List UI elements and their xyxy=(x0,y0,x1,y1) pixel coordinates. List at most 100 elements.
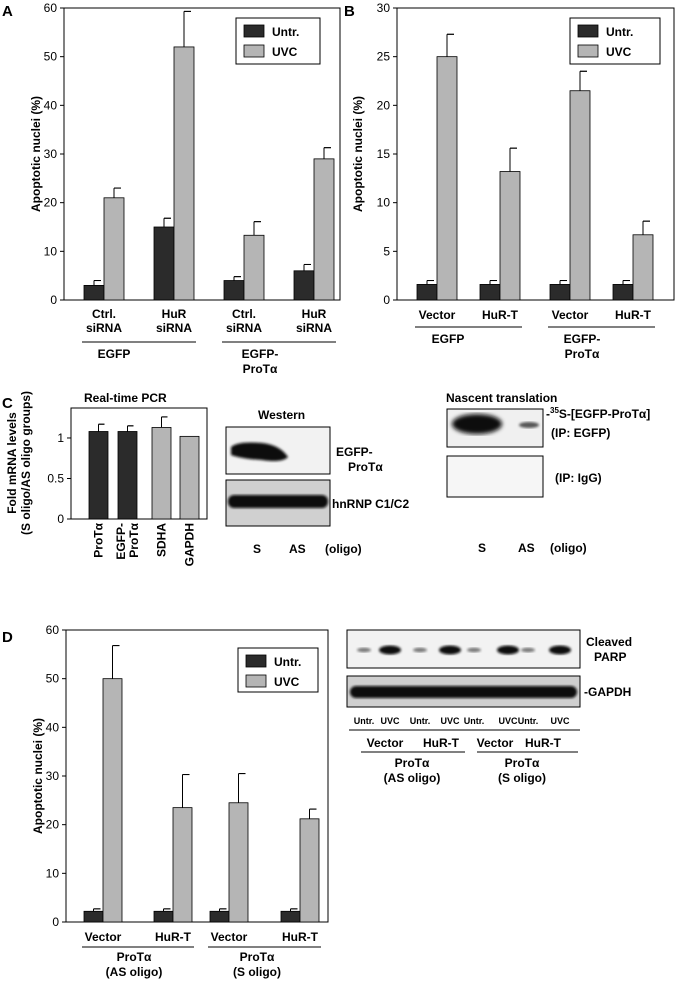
parp-lane-label: UVC xyxy=(380,716,400,726)
x-category-label: EGFP- xyxy=(114,523,128,560)
nascent-band-label-1: -35S-[EGFP-ProTα] xyxy=(546,406,650,421)
bar-value xyxy=(151,427,172,520)
y-tick-label: 10 xyxy=(44,244,58,258)
group-label: ProTα xyxy=(240,950,275,964)
y-tick-label: 40 xyxy=(46,720,60,734)
y-tick-label: 20 xyxy=(44,196,58,210)
legend-swatch xyxy=(243,44,265,58)
x-category-label: HuR-T xyxy=(482,308,519,322)
legend-label: Untr. xyxy=(272,25,299,39)
parp-band xyxy=(439,645,461,655)
x-category-label: siRNA xyxy=(156,321,192,335)
nascent-igg-blot xyxy=(446,455,544,498)
parp-band xyxy=(549,645,571,655)
nascent-band-s xyxy=(452,414,502,434)
nascent-translation-blot: Nascent translation -35S-[EGFP-ProTα] (I… xyxy=(446,391,650,555)
y-axis-label-line: Apoptotic nuclei (%) xyxy=(351,96,365,212)
bar-uvc xyxy=(102,678,123,923)
nascent-band-label-main: S-[EGFP-ProTα] xyxy=(559,407,650,421)
y-axis-label-line: (S oligo/AS oligo groups) xyxy=(19,391,33,535)
panel-label-b: B xyxy=(344,3,355,20)
nascent-title: Nascent translation xyxy=(446,391,557,405)
x-category-label: SDHA xyxy=(155,523,169,557)
x-category-label: HuR xyxy=(302,307,327,321)
parp-bands xyxy=(357,645,571,655)
nascent-superscript: 35 xyxy=(550,406,559,415)
parp-blot: Cleaved PARP -GAPDH Untr. UVC Untr. UVC Untr… xyxy=(346,629,632,785)
bar-uvc xyxy=(103,197,125,301)
y-tick-label: 0 xyxy=(52,915,59,929)
y-tick-label: 25 xyxy=(377,50,391,64)
bar-uvc xyxy=(632,234,654,301)
legend-label: UVC xyxy=(274,675,300,689)
x-category-label: siRNA xyxy=(86,321,122,335)
y-tick-label: 0 xyxy=(50,293,57,307)
chart-b: 0 5 10 15 20 25 30 Apoptotic nuclei (%) Vector Hu… xyxy=(351,1,675,361)
x-category-label: GAPDH xyxy=(183,523,197,566)
group-label: EGFP- xyxy=(242,347,279,361)
y-tick-label: 15 xyxy=(377,147,391,161)
western-blot: Western EGFP- ProTα hnRNP C1/C2 S AS (ol… xyxy=(225,408,409,556)
x-category-label: HuR xyxy=(162,307,187,321)
group-label: ProTα xyxy=(243,362,278,376)
nascent-igg-label: (IP: IgG) xyxy=(555,471,602,485)
x-category-label: Ctrl. xyxy=(92,307,116,321)
group-label: ProTα xyxy=(565,347,600,361)
parp-lane-label: Untr. xyxy=(410,716,431,726)
parp-supergroup-label: ProTα xyxy=(505,756,540,770)
western-egfp-band xyxy=(231,442,288,461)
parp-lane-label: UVC xyxy=(498,716,518,726)
x-category-label: HuR-T xyxy=(155,930,192,944)
parp-supergroup-label: (AS oligo) xyxy=(384,771,441,785)
legend-swatch xyxy=(245,654,267,668)
group-label: EGFP xyxy=(432,332,465,346)
y-tick-label: 10 xyxy=(377,196,391,210)
x-category-label: siRNA xyxy=(226,321,262,335)
y-axis-label: Apoptotic nuclei (%) xyxy=(29,96,43,212)
gapdh-label-text: GAPDH xyxy=(588,685,631,699)
western-lane-as: AS xyxy=(289,542,306,556)
parp-band xyxy=(413,647,427,653)
x-category-label: ProTα xyxy=(127,522,141,557)
x-category-label: HuR-T xyxy=(615,308,652,322)
y-axis-label-line: Apoptotic nuclei (%) xyxy=(31,718,45,834)
y-tick-label: 30 xyxy=(44,147,58,161)
bar-untr xyxy=(549,284,571,301)
parp-group-label: Vector xyxy=(367,736,404,750)
y-tick-label: 20 xyxy=(377,98,391,112)
bar-value xyxy=(88,431,109,520)
y-axis-label: Apoptotic nuclei (%) xyxy=(31,718,45,834)
x-category-label: Vector xyxy=(211,930,248,944)
gapdh-band xyxy=(350,686,577,698)
y-axis-label-line: Fold mRNA levels xyxy=(5,412,19,514)
parp-lane-label: Untr. xyxy=(464,716,485,726)
chart-title: Real-time PCR xyxy=(84,391,167,405)
y-tick-label: 50 xyxy=(46,672,60,686)
x-category-label: Vector xyxy=(85,930,122,944)
bar-untr xyxy=(153,910,174,923)
legend-label: Untr. xyxy=(274,655,301,669)
bar-untr xyxy=(223,280,245,301)
x-category-label: Vector xyxy=(552,308,589,322)
gapdh-label: -GAPDH xyxy=(584,685,631,699)
parp-supergroup-label: (S oligo) xyxy=(498,771,546,785)
western-band-egfp-label-1: EGFP- xyxy=(336,445,373,459)
parp-label-1: Cleaved xyxy=(586,635,632,649)
parp-band xyxy=(379,645,401,655)
parp-group-label: HuR-T xyxy=(423,736,460,750)
x-category-label: Ctrl. xyxy=(232,307,256,321)
y-tick-label: 40 xyxy=(44,98,58,112)
y-axis-label: Apoptotic nuclei (%) xyxy=(351,96,365,212)
nascent-lane-as: AS xyxy=(518,541,535,555)
plot-frame-c xyxy=(70,407,208,520)
nascent-band-as xyxy=(519,422,539,428)
panel-label-d: D xyxy=(2,629,13,646)
nascent-band-label-2: (IP: EGFP) xyxy=(551,426,610,440)
group-label: EGFP xyxy=(98,347,131,361)
parp-band xyxy=(521,647,535,653)
parp-group-label: Vector xyxy=(477,736,514,750)
bar-uvc xyxy=(172,807,193,923)
nascent-lane-oligo: (oligo) xyxy=(550,541,587,555)
